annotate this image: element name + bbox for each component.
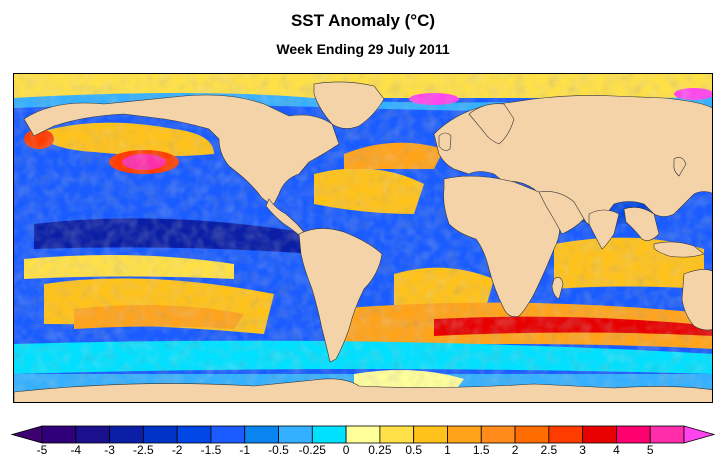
greenland — [313, 81, 385, 129]
legend-tick-label: 5 — [646, 443, 654, 457]
legend-swatch — [142, 425, 178, 444]
japan — [673, 157, 687, 177]
legend-arrow-high — [683, 425, 716, 444]
legend-swatch — [548, 425, 584, 444]
british-isles — [438, 132, 452, 151]
arabia — [538, 191, 585, 235]
legend-swatch — [447, 425, 482, 444]
legend-swatch — [176, 425, 212, 444]
legend-swatch — [41, 425, 77, 444]
legend-tick-label: 0.25 — [368, 443, 392, 457]
legend-tick-label: 1 — [444, 443, 451, 457]
legend-tick-label: 3 — [579, 443, 586, 457]
central-america — [265, 198, 305, 237]
legend-tick-label: 0 — [342, 443, 350, 457]
legend-tick-label: -1 — [239, 443, 251, 457]
legend-swatch — [413, 425, 448, 444]
legend-swatch — [244, 425, 279, 444]
australia — [681, 269, 712, 331]
legend-swatch — [616, 425, 651, 444]
legend-swatch — [345, 425, 381, 444]
legend-tick-label: -2.5 — [133, 443, 154, 457]
legend-tick-label: -0.5 — [268, 443, 289, 457]
legend-swatch — [109, 425, 144, 444]
legend-swatch — [278, 425, 313, 444]
legend-tick-label: -3 — [104, 443, 115, 457]
legend-tick-label: -5 — [36, 443, 48, 457]
legend-tick-label: -2 — [171, 443, 183, 457]
color-scale-legend — [0, 418, 726, 468]
land-masses — [14, 81, 712, 402]
indonesia — [653, 241, 705, 258]
legend-tick-label: -4 — [70, 443, 82, 457]
legend-tick-label: 1.5 — [472, 443, 490, 457]
legend-arrow-low — [10, 425, 43, 444]
legend-swatch — [514, 425, 550, 444]
legend-swatch — [480, 425, 516, 444]
legend-tick-label: -1.5 — [200, 443, 222, 457]
legend-tick-label: 4 — [613, 443, 620, 457]
legend-tick-label: -0.25 — [298, 443, 326, 457]
map-subtitle: Week Ending 29 July 2011 — [276, 41, 450, 57]
legend-swatch — [582, 425, 617, 444]
south-america — [298, 228, 383, 363]
legend-swatch — [649, 425, 685, 444]
legend-swatch — [379, 425, 415, 444]
scandinavia — [468, 103, 515, 145]
india — [588, 209, 620, 250]
legend-swatch — [311, 425, 347, 444]
north-america — [23, 94, 340, 205]
sst-anomaly-map — [13, 73, 713, 403]
legend-tick-label: 2.5 — [540, 443, 558, 457]
legend-tick-label: 0.5 — [405, 443, 423, 457]
antarctica — [14, 378, 712, 402]
legend-swatch — [75, 425, 110, 444]
legend-swatch — [210, 425, 246, 444]
legend-tick-label: 2 — [511, 443, 519, 457]
madagascar — [551, 277, 564, 300]
southeast-asia — [623, 207, 660, 241]
map-title: SST Anomaly (°C) — [290, 11, 436, 30]
